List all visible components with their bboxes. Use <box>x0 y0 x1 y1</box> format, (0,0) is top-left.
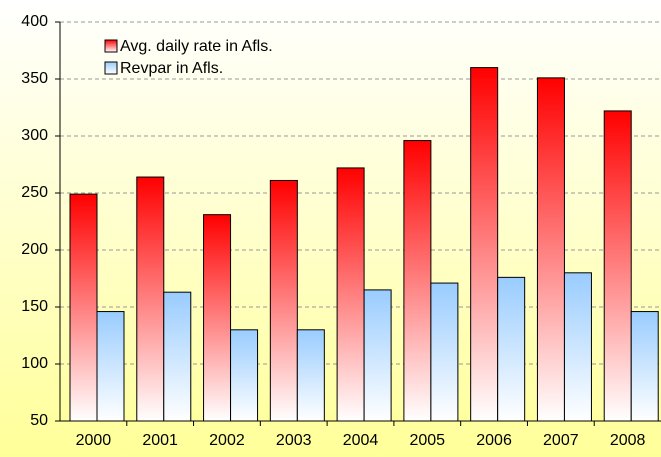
bar <box>69 193 98 422</box>
bar <box>336 167 365 422</box>
x-tick-label: 2008 <box>610 432 646 449</box>
bar <box>563 272 592 422</box>
legend-swatch <box>104 61 118 75</box>
y-tick-label: 100 <box>21 355 48 372</box>
x-tick-label: 2007 <box>543 432 579 449</box>
bar <box>136 176 165 422</box>
y-tick-label: 200 <box>21 241 48 258</box>
y-tick-label: 150 <box>21 298 48 315</box>
bar <box>536 77 565 422</box>
bar <box>96 311 125 422</box>
bar <box>497 276 526 422</box>
y-tick-label: 300 <box>21 127 48 144</box>
bar <box>403 140 432 422</box>
bar <box>203 214 232 422</box>
x-tick-label: 2006 <box>476 432 512 449</box>
y-tick-label: 350 <box>21 70 48 87</box>
x-tick-label: 2003 <box>276 432 312 449</box>
x-tick-label: 2005 <box>409 432 445 449</box>
y-tick-label: 50 <box>30 412 48 429</box>
bar <box>269 179 298 422</box>
legend-label: Revpar in Afls. <box>120 60 223 77</box>
x-tick-label: 2000 <box>76 432 112 449</box>
bar <box>630 311 659 422</box>
bar <box>470 67 499 422</box>
x-tick-label: 2004 <box>343 432 379 449</box>
legend-swatch <box>104 39 118 53</box>
bar <box>603 110 632 422</box>
bar <box>163 291 192 422</box>
y-tick-label: 400 <box>21 13 48 30</box>
bar <box>230 329 259 422</box>
legend-label: Avg. daily rate in Afls. <box>120 38 273 55</box>
x-tick-label: 2001 <box>142 432 178 449</box>
y-tick-label: 250 <box>21 184 48 201</box>
x-tick-label: 2002 <box>209 432 245 449</box>
bar <box>430 282 459 422</box>
bar <box>363 289 392 422</box>
bar <box>296 329 325 422</box>
